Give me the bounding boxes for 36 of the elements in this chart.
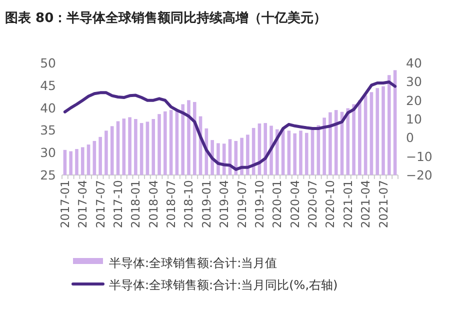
- x-tick-label: 2019-07: [234, 180, 249, 228]
- x-tick-label: 2020-07: [306, 180, 320, 228]
- x-tick-label: 2020-04: [288, 180, 302, 228]
- y2-tick-label: −20: [406, 168, 432, 182]
- y2-tick-label: 0: [406, 130, 414, 146]
- x-tick-label: 2019-04: [217, 180, 232, 228]
- y2-tick-label: 10: [406, 112, 422, 126]
- y2-tick-label: −10: [406, 148, 432, 164]
- x-tick-label: 2021-07: [376, 180, 390, 228]
- y-tick-label: 40: [40, 100, 56, 116]
- x-tick-label: 2018-10: [182, 180, 196, 228]
- x-tick-label: 2021-04: [358, 180, 373, 228]
- line-series: [63, 80, 397, 171]
- x-tick-label: 2019-01: [199, 180, 214, 228]
- x-tick-label: 2018-04: [146, 180, 160, 228]
- chart-title: 图表 80：半导体全球销售额同比持续高增（十亿美元）: [5, 10, 327, 26]
- x-tick-label: 2017-01: [58, 180, 72, 228]
- y-tick-label: 30: [40, 145, 56, 160]
- y-tick-label: 25: [40, 168, 56, 182]
- y2-tick-label: 20: [406, 92, 422, 108]
- y2-tick-label: 40: [406, 56, 422, 70]
- x-tick-label: 2018-01: [128, 180, 143, 228]
- x-tick-label: 2017-04: [76, 180, 90, 228]
- legend-label: 半导体:全球销售额:合计:当月同比(%,右轴): [109, 278, 338, 292]
- y-tick-label: 45: [40, 78, 56, 93]
- x-tick-label: 2017-07: [93, 180, 108, 228]
- x-tick-label: 2018-07: [164, 180, 178, 228]
- y2-tick-label: 30: [406, 74, 422, 90]
- x-tick-label: 2017-10: [111, 180, 125, 228]
- x-tick-label: 2020-01: [270, 180, 284, 228]
- y-tick-label: 35: [40, 122, 56, 138]
- x-tick-label: 2021-01: [340, 180, 355, 228]
- legend-label: 半导体:全球销售额:合计:当月值: [109, 256, 278, 270]
- x-tick-label: 2020-10: [323, 180, 338, 228]
- y-tick-label: 50: [40, 56, 56, 70]
- x-tick-label: 2019-10: [252, 180, 266, 228]
